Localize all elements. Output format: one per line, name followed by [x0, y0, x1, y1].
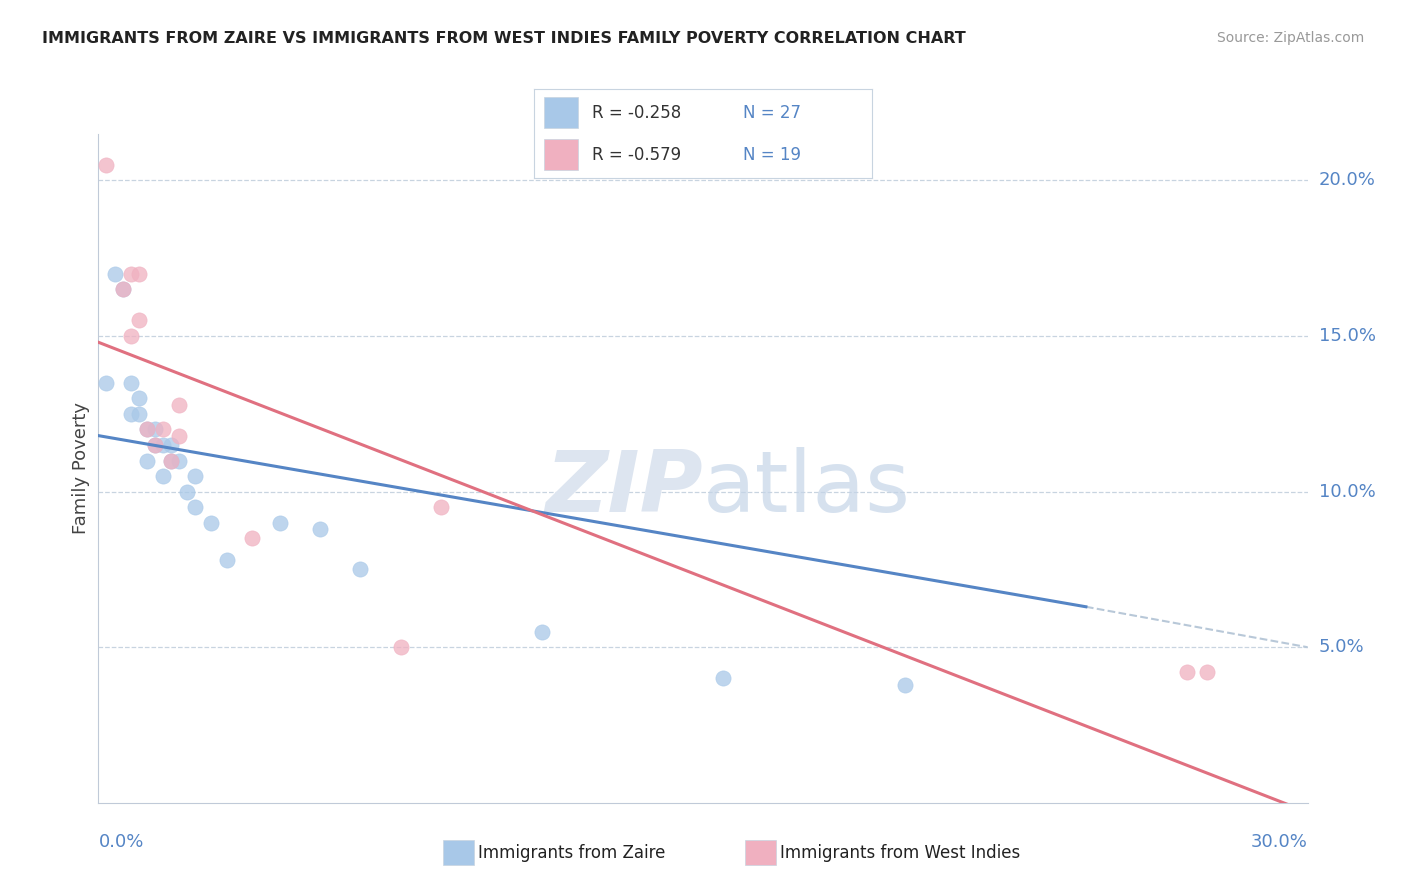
Point — [309, 522, 332, 536]
Point — [176, 484, 198, 499]
Point — [128, 407, 150, 421]
Text: 15.0%: 15.0% — [1319, 327, 1375, 345]
Text: R = -0.579: R = -0.579 — [592, 145, 681, 164]
Text: 20.0%: 20.0% — [1319, 171, 1375, 189]
Text: ZIP: ZIP — [546, 447, 703, 530]
Text: 30.0%: 30.0% — [1251, 833, 1308, 851]
Point — [711, 671, 734, 685]
Point — [167, 397, 190, 411]
Text: 0.0%: 0.0% — [98, 833, 143, 851]
FancyBboxPatch shape — [544, 97, 578, 128]
Point — [143, 438, 166, 452]
Text: 5.0%: 5.0% — [1319, 638, 1364, 657]
Point — [200, 516, 222, 530]
Text: Source: ZipAtlas.com: Source: ZipAtlas.com — [1216, 31, 1364, 45]
Point — [135, 422, 157, 436]
Point — [111, 282, 134, 296]
Point — [1195, 665, 1218, 679]
Point — [269, 516, 291, 530]
Point — [120, 407, 142, 421]
Point — [184, 469, 207, 483]
Point — [1175, 665, 1198, 679]
Text: Immigrants from West Indies: Immigrants from West Indies — [780, 844, 1021, 862]
Point — [349, 562, 371, 576]
Point — [893, 677, 915, 691]
Point — [120, 267, 142, 281]
Text: R = -0.258: R = -0.258 — [592, 103, 681, 122]
Point — [128, 392, 150, 406]
Text: N = 27: N = 27 — [744, 103, 801, 122]
Point — [96, 158, 118, 172]
Text: Immigrants from Zaire: Immigrants from Zaire — [478, 844, 665, 862]
Point — [128, 267, 150, 281]
Point — [96, 376, 118, 390]
Point — [160, 453, 183, 467]
Point — [240, 531, 263, 545]
Text: 10.0%: 10.0% — [1319, 483, 1375, 500]
Point — [103, 267, 125, 281]
Point — [135, 453, 157, 467]
FancyBboxPatch shape — [544, 139, 578, 170]
Point — [143, 438, 166, 452]
Point — [120, 329, 142, 343]
Point — [152, 422, 174, 436]
Y-axis label: Family Poverty: Family Poverty — [72, 402, 90, 534]
Text: N = 19: N = 19 — [744, 145, 801, 164]
Point — [430, 500, 453, 515]
Point — [167, 453, 190, 467]
Point — [152, 469, 174, 483]
Point — [160, 453, 183, 467]
Point — [120, 376, 142, 390]
Point — [128, 313, 150, 327]
Point — [184, 500, 207, 515]
Text: IMMIGRANTS FROM ZAIRE VS IMMIGRANTS FROM WEST INDIES FAMILY POVERTY CORRELATION : IMMIGRANTS FROM ZAIRE VS IMMIGRANTS FROM… — [42, 31, 966, 46]
Text: atlas: atlas — [703, 447, 911, 530]
Point — [152, 438, 174, 452]
Point — [167, 428, 190, 442]
Point — [135, 422, 157, 436]
Point — [160, 438, 183, 452]
Point — [111, 282, 134, 296]
Point — [217, 553, 239, 567]
Point — [389, 640, 412, 655]
Point — [143, 422, 166, 436]
Point — [530, 624, 553, 639]
